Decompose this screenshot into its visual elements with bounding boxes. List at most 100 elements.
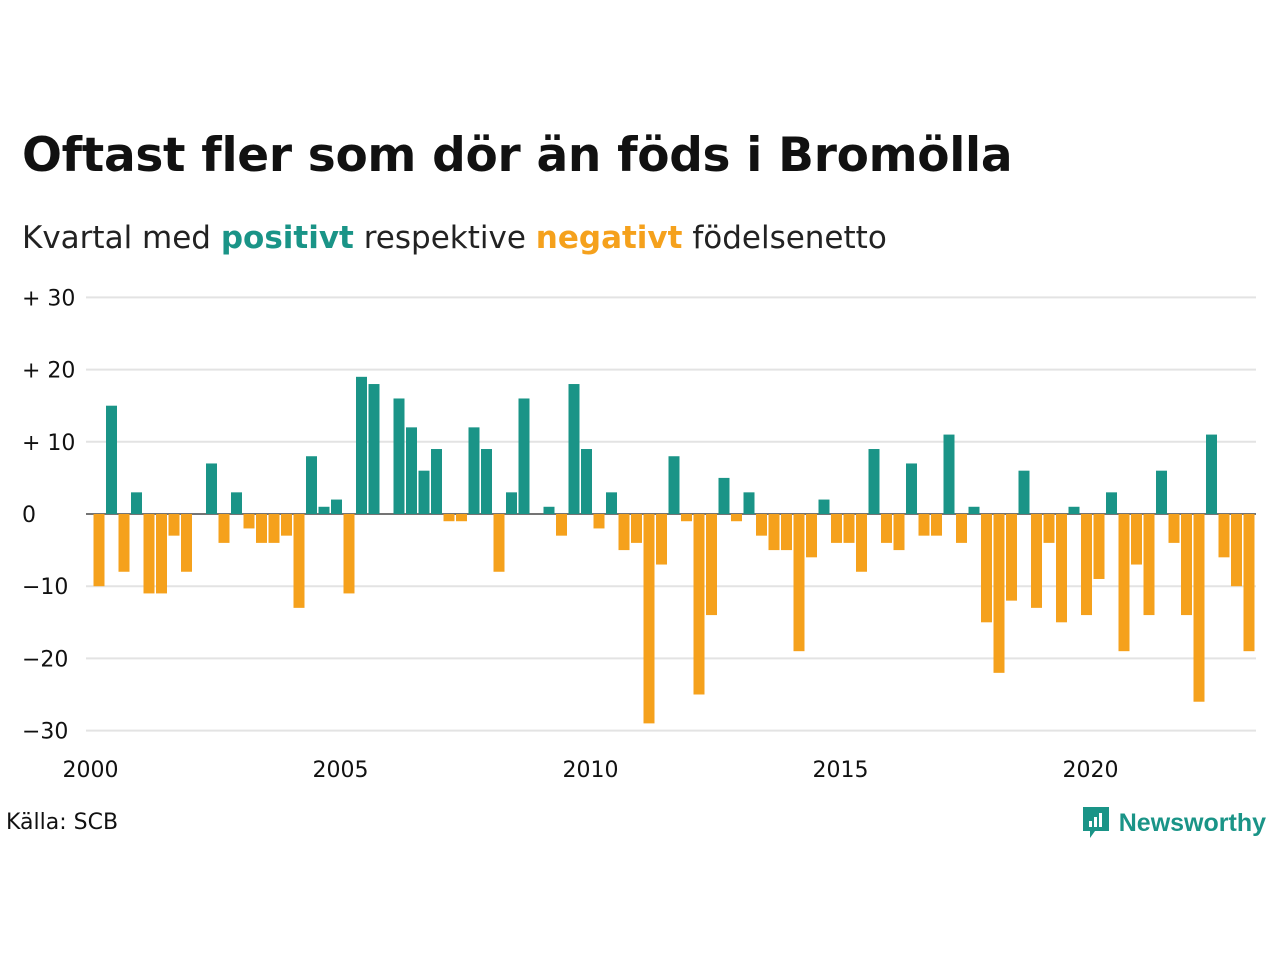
bar-positive — [431, 449, 442, 514]
subtitle-positive-word: positivt — [220, 220, 354, 256]
bar-negative — [681, 514, 692, 522]
bar-positive — [468, 427, 480, 514]
brand-name: Newsworthy — [1118, 808, 1266, 837]
bar-negative — [1131, 514, 1142, 565]
bar-negative — [1056, 514, 1067, 623]
bar-negative — [1168, 514, 1180, 543]
newsworthy-brand[interactable]: Newsworthy — [1081, 803, 1266, 843]
bar-negative — [443, 514, 455, 522]
bar-positive — [818, 499, 830, 514]
bar-negative — [881, 514, 892, 543]
bar-negative — [556, 514, 567, 536]
x-tick-label: 2010 — [563, 758, 619, 783]
bar-negative — [293, 514, 305, 608]
bar-positive — [481, 449, 492, 514]
y-tick-label: −10 — [22, 575, 68, 600]
x-tick-label: 2020 — [1063, 758, 1119, 783]
bar-negative — [1093, 514, 1105, 579]
bar-negative — [893, 514, 905, 551]
y-tick-label: + 20 — [22, 359, 75, 384]
bar-negative — [1231, 514, 1242, 587]
bar-negative — [1031, 514, 1042, 608]
bar-negative — [168, 514, 180, 536]
bar-negative — [843, 514, 855, 543]
bar-negative — [706, 514, 717, 616]
y-tick-label: + 30 — [22, 286, 75, 311]
bar-positive — [718, 477, 730, 514]
bar-positive — [231, 492, 242, 514]
bar-positive — [106, 405, 117, 514]
x-tick-label: 2005 — [313, 758, 369, 783]
bar-positive — [868, 449, 880, 514]
bar-negative — [256, 514, 267, 543]
y-tick-label: −20 — [22, 647, 68, 672]
subtitle-negative-word: negativt — [535, 220, 683, 256]
bar-positive — [1206, 434, 1217, 514]
bar-negative — [806, 514, 817, 558]
bar-positive — [506, 492, 517, 514]
bar-negative — [1006, 514, 1017, 601]
bars-layer — [93, 376, 1255, 724]
chart-subtitle: Kvartal med positivt respektive negativt… — [22, 220, 887, 256]
chart-title: Oftast fler som dör än föds i Bromölla — [22, 128, 1013, 183]
bar-negative — [756, 514, 767, 536]
grid-layer — [86, 296, 1256, 732]
bar-negative — [793, 514, 805, 652]
bar-negative — [343, 514, 355, 594]
bar-negative — [1043, 514, 1055, 543]
bar-positive — [131, 492, 142, 514]
bar-negative — [268, 514, 280, 543]
bar-positive — [368, 384, 380, 514]
subtitle-middle: respektive — [353, 220, 536, 256]
bar-positive — [356, 376, 367, 514]
bar-negative — [1243, 514, 1255, 652]
bar-positive — [606, 492, 617, 514]
bar-negative — [931, 514, 942, 536]
subtitle-prefix: Kvartal med — [22, 220, 221, 256]
bar-negative — [768, 514, 780, 551]
bar-negative — [493, 514, 505, 572]
bar-positive — [943, 434, 955, 514]
bar-positive — [318, 506, 330, 514]
bar-positive — [518, 398, 530, 514]
bar-positive — [331, 499, 342, 514]
bar-positive — [968, 506, 980, 514]
bar-positive — [1068, 506, 1080, 514]
bar-negative — [981, 514, 992, 623]
bar-negative — [456, 514, 467, 522]
subtitle-suffix: födelsenetto — [682, 220, 887, 256]
bar-negative — [218, 514, 230, 543]
bar-negative — [1193, 514, 1205, 702]
bar-negative — [956, 514, 967, 543]
bar-positive — [1106, 492, 1117, 514]
y-tick-label: 0 — [22, 503, 36, 528]
bar-negative — [643, 514, 655, 724]
bar-negative — [831, 514, 842, 543]
bar-positive — [206, 463, 217, 514]
bar-positive — [668, 456, 680, 514]
bar-positive — [743, 492, 755, 514]
bar-positive — [543, 506, 555, 514]
bar-positive — [581, 449, 592, 514]
x-tick-label: 2015 — [813, 758, 869, 783]
bar-negative — [631, 514, 642, 543]
bar-positive — [406, 427, 417, 514]
bar-negative — [1081, 514, 1092, 616]
bar-negative — [918, 514, 930, 536]
bar-positive — [418, 470, 430, 514]
y-tick-label: + 10 — [22, 431, 75, 456]
bar-negative — [856, 514, 867, 572]
bar-positive — [1156, 470, 1167, 514]
y-tick-label: −30 — [22, 720, 68, 745]
x-tick-label: 2000 — [63, 758, 119, 783]
bar-negative — [993, 514, 1005, 673]
bar-positive — [393, 398, 405, 514]
bar-chart: + 30 + 20 + 10 0 −10 −20 −30 2000 2005 2010 2015 20… — [22, 286, 1256, 783]
bar-negative — [693, 514, 705, 695]
bar-negative — [781, 514, 792, 551]
bar-negative — [1118, 514, 1130, 652]
labels-layer: + 30 + 20 + 10 0 −10 −20 −30 2000 2005 2010 2015 20… — [22, 286, 1119, 783]
bar-negative — [1143, 514, 1155, 616]
bar-negative — [181, 514, 192, 572]
bar-negative — [118, 514, 130, 572]
